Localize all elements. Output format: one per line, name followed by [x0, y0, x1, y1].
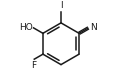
- Text: N: N: [90, 23, 97, 32]
- Text: I: I: [60, 1, 62, 10]
- Text: HO: HO: [19, 23, 33, 32]
- Text: F: F: [31, 61, 36, 70]
